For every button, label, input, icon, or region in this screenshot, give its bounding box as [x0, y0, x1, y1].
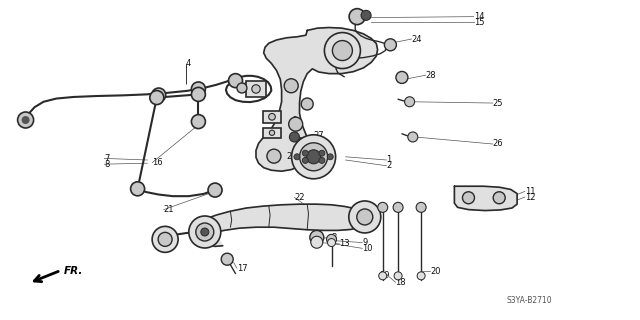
Text: 29: 29 [243, 82, 253, 91]
Text: S3YA-B2710: S3YA-B2710 [507, 296, 552, 305]
Circle shape [357, 209, 372, 225]
Circle shape [152, 226, 178, 252]
Text: 7: 7 [104, 154, 109, 163]
Circle shape [328, 239, 335, 246]
Polygon shape [256, 28, 378, 171]
Text: 10: 10 [362, 244, 372, 253]
Text: 3: 3 [332, 233, 337, 242]
Text: 14: 14 [474, 12, 484, 21]
Circle shape [417, 272, 425, 280]
Circle shape [385, 39, 396, 51]
Circle shape [319, 157, 325, 164]
Circle shape [196, 223, 214, 241]
Circle shape [302, 157, 308, 164]
Circle shape [393, 202, 403, 212]
Text: 18: 18 [396, 278, 406, 287]
Circle shape [300, 143, 328, 171]
Polygon shape [454, 186, 517, 211]
Circle shape [378, 202, 388, 212]
Circle shape [18, 112, 34, 128]
Circle shape [294, 154, 300, 160]
Circle shape [208, 183, 222, 197]
Circle shape [326, 234, 337, 244]
Bar [263, 128, 281, 138]
Text: 13: 13 [339, 239, 350, 248]
Text: 11: 11 [525, 187, 535, 196]
Text: 28: 28 [426, 71, 436, 80]
Circle shape [131, 182, 145, 196]
Text: 5: 5 [291, 135, 296, 144]
Circle shape [191, 87, 205, 101]
Circle shape [267, 149, 281, 163]
Text: 6: 6 [291, 116, 296, 125]
Circle shape [361, 10, 371, 20]
Text: FR.: FR. [64, 266, 83, 276]
Circle shape [269, 130, 275, 135]
Circle shape [158, 232, 172, 246]
Circle shape [269, 114, 275, 120]
Circle shape [221, 253, 233, 265]
Circle shape [319, 150, 325, 156]
Circle shape [289, 132, 300, 142]
Text: 2: 2 [387, 161, 392, 170]
Circle shape [152, 88, 166, 102]
Circle shape [311, 236, 323, 248]
Text: 15: 15 [474, 18, 484, 27]
Circle shape [307, 150, 321, 164]
Circle shape [191, 82, 205, 96]
Text: 20: 20 [430, 267, 440, 276]
Circle shape [289, 117, 303, 131]
Circle shape [201, 228, 209, 236]
Circle shape [332, 41, 353, 60]
Circle shape [379, 272, 387, 280]
Circle shape [302, 150, 308, 156]
Text: 23: 23 [286, 152, 297, 161]
Circle shape [396, 71, 408, 84]
Text: 9: 9 [362, 238, 367, 247]
Circle shape [349, 9, 365, 25]
Text: 24: 24 [412, 35, 422, 44]
Circle shape [463, 192, 474, 204]
Circle shape [22, 116, 29, 124]
Text: 17: 17 [237, 264, 248, 273]
Text: 22: 22 [294, 193, 305, 202]
Circle shape [189, 216, 221, 248]
Circle shape [284, 79, 298, 93]
Circle shape [301, 98, 313, 110]
Circle shape [237, 83, 247, 93]
Circle shape [310, 230, 324, 244]
Text: 21: 21 [164, 205, 174, 214]
Circle shape [191, 115, 205, 129]
Bar [263, 111, 281, 123]
Text: 25: 25 [493, 99, 503, 108]
Text: 26: 26 [493, 140, 504, 148]
Text: 27: 27 [314, 132, 324, 140]
Circle shape [404, 97, 415, 107]
Circle shape [416, 202, 426, 212]
Text: 12: 12 [525, 193, 535, 202]
Circle shape [493, 192, 505, 204]
Circle shape [394, 272, 402, 280]
Circle shape [292, 135, 335, 179]
Text: 4: 4 [186, 60, 191, 68]
Circle shape [408, 132, 418, 142]
Circle shape [228, 74, 243, 88]
Text: 8: 8 [104, 160, 109, 169]
Polygon shape [204, 204, 370, 246]
Circle shape [150, 91, 164, 105]
Text: 16: 16 [152, 158, 163, 167]
Circle shape [327, 154, 333, 160]
Circle shape [252, 85, 260, 93]
Text: 1: 1 [387, 156, 392, 164]
Circle shape [324, 33, 360, 68]
Text: 19: 19 [380, 271, 390, 280]
Bar [246, 81, 266, 97]
Circle shape [349, 201, 381, 233]
